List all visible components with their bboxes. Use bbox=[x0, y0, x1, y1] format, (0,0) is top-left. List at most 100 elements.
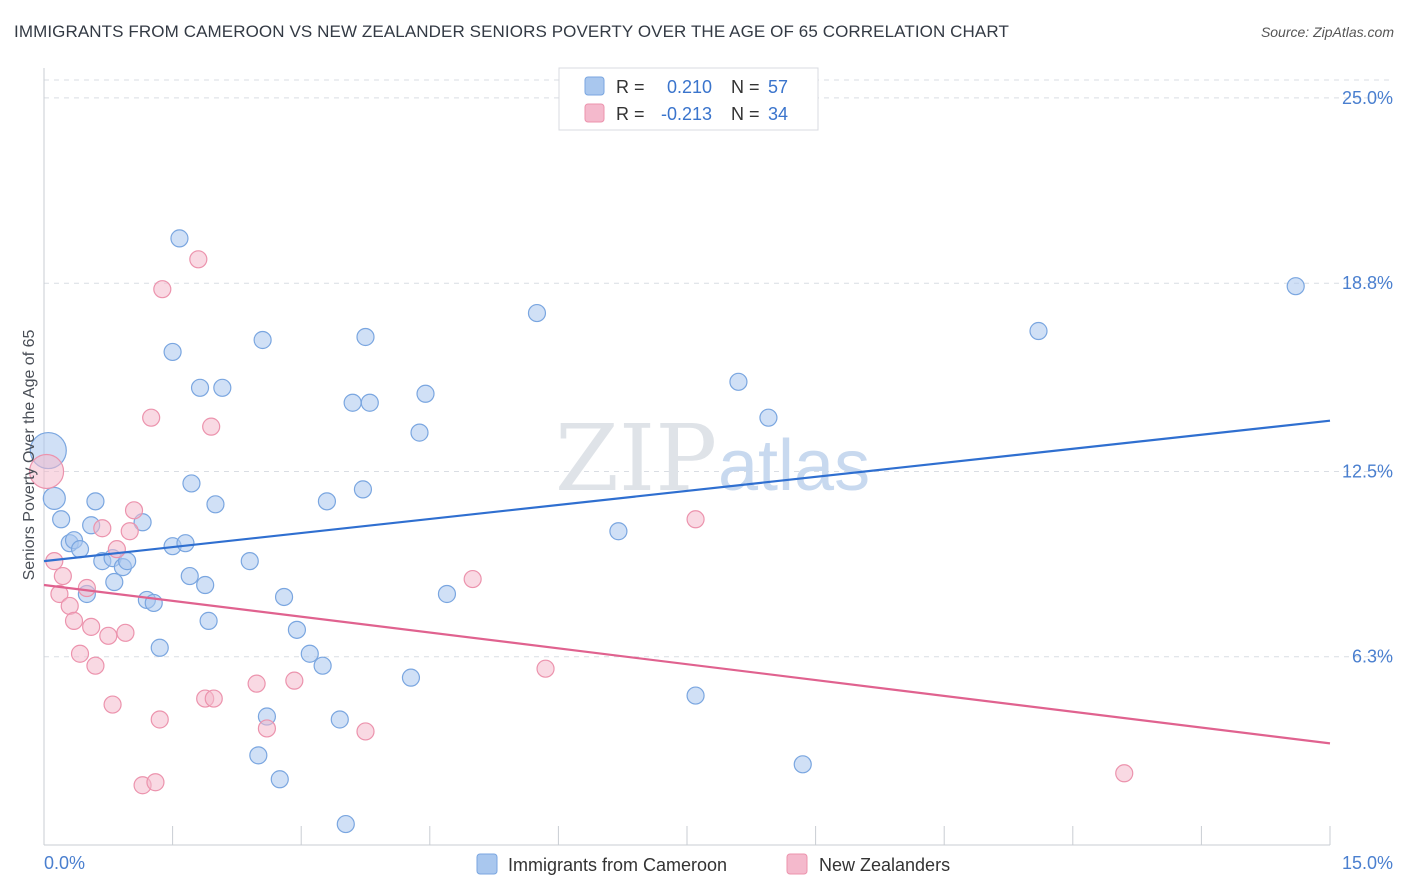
cameroon-point bbox=[313, 656, 332, 675]
cameroon-point bbox=[274, 587, 294, 607]
stats-legend-blue-swatch bbox=[584, 76, 605, 96]
new-zealander-point bbox=[202, 417, 221, 436]
series-cameroon-points bbox=[29, 229, 1305, 834]
stats-legend: R = 0.210 N = 57 R = -0.213 N = 34 bbox=[558, 67, 819, 131]
cameroon-point bbox=[300, 644, 319, 663]
cameroon-point bbox=[249, 746, 268, 765]
new-zealander-point bbox=[116, 623, 135, 642]
cameroon-point bbox=[270, 770, 289, 789]
stats-r-value-blue: 0.210 bbox=[667, 77, 712, 97]
cameroon-point bbox=[163, 342, 182, 362]
cameroon-point bbox=[196, 575, 215, 595]
cameroon-point bbox=[360, 393, 379, 412]
cameroon-point bbox=[686, 686, 705, 705]
cameroon-point bbox=[176, 534, 195, 553]
new-zealander-point bbox=[686, 510, 705, 529]
legend-label-new-zealanders: New Zealanders bbox=[819, 855, 950, 875]
watermark-zip: ZIP bbox=[555, 405, 717, 512]
cameroon-point bbox=[401, 668, 421, 687]
stats-n-value-pink: 34 bbox=[768, 104, 788, 124]
new-zealander-point bbox=[99, 626, 118, 645]
new-zealander-point bbox=[82, 617, 101, 636]
cameroon-point bbox=[416, 384, 435, 403]
new-zealander-point bbox=[204, 689, 223, 708]
cameroon-point bbox=[793, 755, 812, 774]
cameroon-point bbox=[609, 522, 628, 541]
trend-lines bbox=[43, 419, 1331, 745]
cameroon-point bbox=[759, 408, 778, 427]
cameroon-point bbox=[52, 510, 71, 529]
new-zealander-point bbox=[189, 250, 208, 269]
new-zealander-point bbox=[107, 540, 126, 559]
series-new-zealanders-points bbox=[28, 250, 1134, 795]
new-zealander-point bbox=[77, 578, 96, 598]
cameroon-point bbox=[437, 584, 457, 604]
cameroon-point bbox=[150, 638, 169, 657]
trend-line-cameroon bbox=[43, 419, 1331, 563]
cameroon-point bbox=[42, 486, 66, 510]
new-zealander-point bbox=[536, 659, 555, 678]
watermark: ZIP atlas bbox=[555, 405, 870, 512]
new-zealander-point bbox=[60, 596, 79, 616]
new-zealander-point bbox=[247, 674, 266, 693]
stats-n-label-pink: N = bbox=[731, 104, 760, 124]
new-zealander-point bbox=[124, 501, 144, 520]
legend-swatch-cameroon bbox=[476, 853, 498, 875]
cameroon-point bbox=[190, 378, 210, 397]
new-zealander-point bbox=[86, 656, 105, 675]
cameroon-point bbox=[356, 327, 375, 347]
cameroon-point bbox=[240, 552, 259, 571]
cameroon-point bbox=[180, 566, 199, 586]
cameroon-point bbox=[170, 229, 189, 248]
stats-legend-pink-swatch bbox=[584, 103, 605, 123]
new-zealander-point bbox=[146, 773, 165, 792]
new-zealander-point bbox=[142, 408, 161, 427]
legend-swatch-new-zealanders bbox=[786, 853, 808, 875]
cameroon-point bbox=[729, 372, 748, 391]
new-zealander-point bbox=[150, 710, 169, 729]
new-zealander-point bbox=[64, 611, 84, 630]
watermark-atlas: atlas bbox=[718, 426, 870, 506]
new-zealander-point bbox=[120, 522, 139, 541]
new-zealander-point bbox=[93, 519, 112, 538]
new-zealander-point bbox=[1115, 764, 1134, 783]
cameroon-point bbox=[253, 330, 272, 350]
new-zealander-point bbox=[463, 569, 482, 589]
cameroon-point bbox=[1029, 321, 1048, 341]
y-tick-label: 12.5% bbox=[1342, 461, 1393, 481]
stats-r-label-blue: R = bbox=[616, 77, 645, 97]
cameroon-point bbox=[353, 480, 373, 499]
stats-n-label-blue: N = bbox=[731, 77, 760, 97]
cameroon-point bbox=[86, 492, 105, 511]
new-zealander-point bbox=[50, 584, 69, 604]
cameroon-point bbox=[105, 572, 124, 592]
cameroon-point bbox=[182, 474, 201, 493]
cameroon-point bbox=[410, 423, 429, 442]
legend-label-cameroon: Immigrants from Cameroon bbox=[508, 855, 727, 875]
y-axis-label: Seniors Poverty Over the Age of 65 bbox=[21, 330, 38, 581]
cameroon-point bbox=[330, 710, 349, 729]
source-label: Source: ZipAtlas.com bbox=[1260, 24, 1394, 40]
new-zealander-point bbox=[70, 644, 90, 663]
new-zealander-point bbox=[153, 280, 172, 299]
cameroon-point bbox=[287, 620, 307, 639]
new-zealander-point bbox=[257, 719, 277, 738]
chart-title: IMMIGRANTS FROM CAMEROON VS NEW ZEALANDE… bbox=[14, 22, 1009, 41]
cameroon-point bbox=[527, 303, 547, 323]
stats-r-label-pink: R = bbox=[616, 104, 645, 124]
cameroon-point bbox=[317, 492, 337, 511]
new-zealander-point bbox=[356, 722, 375, 741]
tick-labels: 6.3% 12.5% 18.8% 25.0% 0.0% 15.0% bbox=[44, 88, 1393, 873]
cameroon-point bbox=[206, 495, 225, 514]
y-tick-label: 18.8% bbox=[1342, 273, 1393, 293]
trend-line-new-zealanders bbox=[43, 583, 1331, 745]
grid-lines bbox=[44, 79, 1392, 658]
cameroon-point bbox=[213, 378, 232, 397]
bottom-legend: Immigrants from Cameroon New Zealanders bbox=[476, 853, 950, 875]
cameroon-point bbox=[343, 393, 362, 412]
new-zealander-point bbox=[53, 566, 72, 586]
cameroon-point bbox=[199, 611, 218, 630]
x-tick-label-min: 0.0% bbox=[44, 853, 85, 873]
new-zealander-point bbox=[28, 453, 65, 490]
